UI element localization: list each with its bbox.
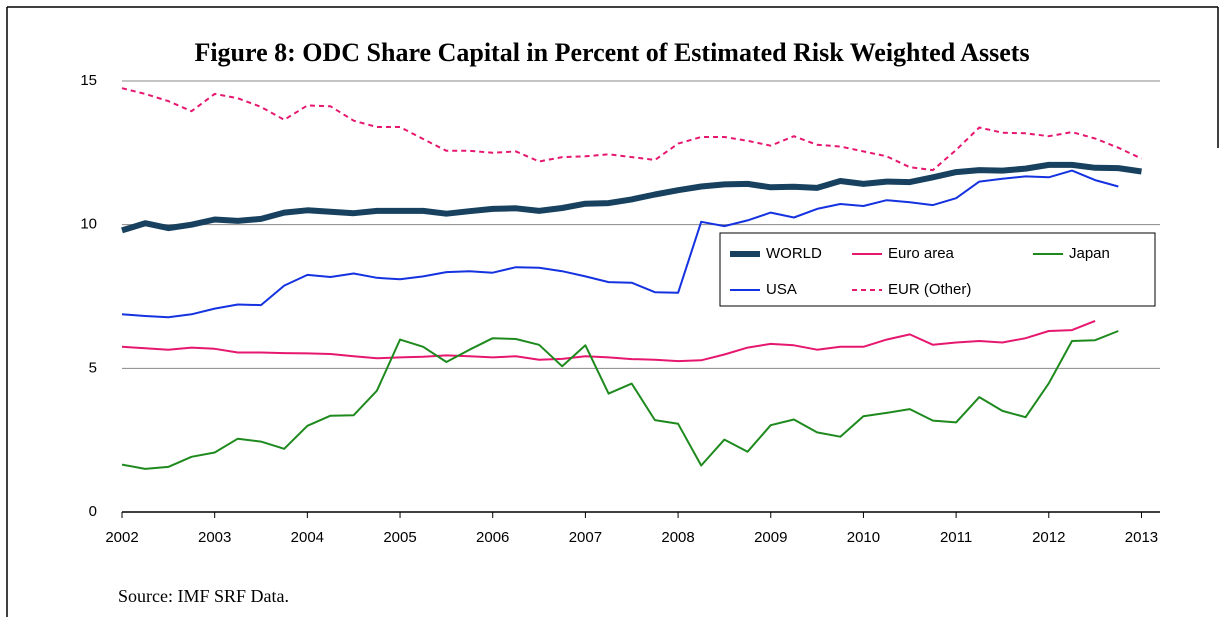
series-line [121, 330, 1119, 470]
chart-title: Figure 8: ODC Share Capital in Percent o… [194, 38, 1029, 67]
y-tick-label: 0 [89, 503, 97, 520]
x-tick-label: 2005 [383, 529, 416, 546]
legend-label: Japan [1069, 245, 1110, 262]
x-tick-label: 2008 [661, 529, 694, 546]
x-tick-label: 2007 [569, 529, 602, 546]
y-tick-label: 15 [80, 72, 97, 89]
x-tick-label: 2004 [291, 529, 324, 546]
series-line [121, 169, 1119, 319]
x-tick-label: 2012 [1032, 529, 1065, 546]
series-line [121, 161, 1142, 234]
x-tick-label: 2003 [198, 529, 231, 546]
x-tick-label: 2002 [105, 529, 138, 546]
y-tick-label: 5 [89, 359, 97, 376]
x-tick-label: 2013 [1125, 529, 1158, 546]
series-line [121, 319, 1096, 363]
legend-label: WORLD [766, 245, 822, 262]
legend-label: USA [766, 281, 797, 298]
legend-label: Euro area [888, 245, 955, 262]
x-tick-label: 2006 [476, 529, 509, 546]
x-tick-label: 2009 [754, 529, 787, 546]
x-tick-label: 2010 [847, 529, 880, 546]
source-note: Source: IMF SRF Data. [118, 586, 289, 606]
legend-box [719, 232, 1156, 307]
x-tick-label: 2011 [940, 529, 972, 546]
series-line [121, 87, 1142, 172]
y-tick-label: 10 [80, 216, 97, 233]
legend-label: EUR (Other) [888, 281, 971, 298]
